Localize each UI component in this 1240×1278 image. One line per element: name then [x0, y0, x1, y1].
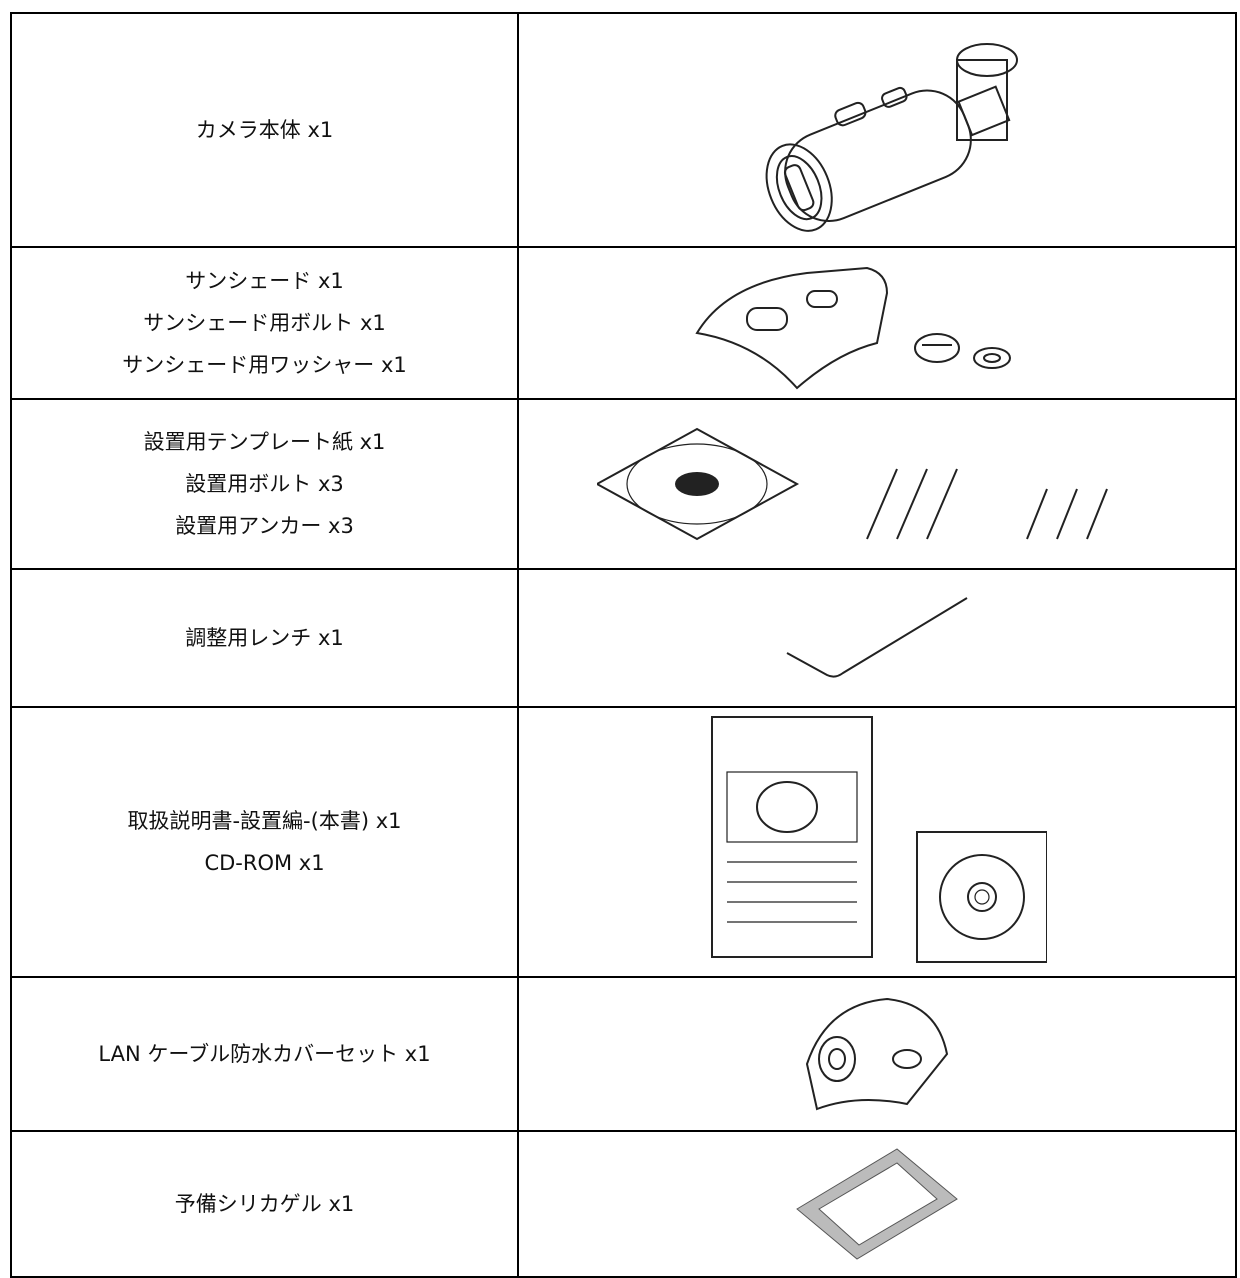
row: カメラ本体 x1 [10, 12, 1237, 248]
item-cell: サンシェード x1 サンシェード用ボルト x1 サンシェード用ワッシャー x1 [10, 246, 519, 400]
image-cell [517, 12, 1237, 248]
item-text: 設置用アンカー x3 [175, 514, 354, 538]
image-cell [517, 568, 1237, 708]
item-text: 設置用ボルト x3 [185, 472, 344, 496]
item-text: カメラ本体 x1 [195, 118, 334, 142]
item-text: LAN ケーブル防水カバーセット x1 [98, 1042, 431, 1066]
manual-cd-illustration [711, 716, 1047, 963]
sunshade-illustration [695, 266, 1011, 390]
row: 調整用レンチ x1 [10, 568, 1237, 708]
image-cell [517, 1130, 1237, 1278]
item-text: サンシェード用ワッシャー x1 [122, 353, 407, 377]
image-cell [517, 706, 1237, 978]
contents-table: カメラ本体 x1 サンシェード x1 サンシェード用ボルト x1 サンシェード用… [10, 12, 1237, 1278]
item-text: サンシェード用ボルト x1 [143, 311, 386, 335]
item-text: 設置用テンプレート紙 x1 [143, 430, 386, 454]
item-cell: 取扱説明書-設置編-(本書) x1 CD-ROM x1 [10, 706, 519, 978]
camera-illustration [765, 43, 1018, 232]
row: 設置用テンプレート紙 x1 設置用ボルト x3 設置用アンカー x3 [10, 398, 1237, 570]
row: LAN ケーブル防水カバーセット x1 [10, 976, 1237, 1132]
image-cell [517, 976, 1237, 1132]
silica-gel-illustration [796, 1148, 958, 1260]
item-text: 予備シリカゲル x1 [174, 1192, 355, 1216]
image-cell [517, 246, 1237, 400]
template-bolts-illustration [597, 427, 1108, 541]
wrench-illustration [786, 597, 968, 678]
cover-illustration [805, 997, 949, 1111]
item-cell: 調整用レンチ x1 [10, 568, 519, 708]
row: 取扱説明書-設置編-(本書) x1 CD-ROM x1 [10, 706, 1237, 978]
row: サンシェード x1 サンシェード用ボルト x1 サンシェード用ワッシャー x1 [10, 246, 1237, 400]
item-text: CD-ROM x1 [204, 851, 325, 875]
row: 予備シリカゲル x1 [10, 1130, 1237, 1278]
item-cell: 設置用テンプレート紙 x1 設置用ボルト x3 設置用アンカー x3 [10, 398, 519, 570]
item-cell: LAN ケーブル防水カバーセット x1 [10, 976, 519, 1132]
item-cell: 予備シリカゲル x1 [10, 1130, 519, 1278]
item-text: 取扱説明書-設置編-(本書) x1 [127, 809, 402, 833]
item-cell: カメラ本体 x1 [10, 12, 519, 248]
item-text: サンシェード x1 [185, 269, 344, 293]
image-cell [517, 398, 1237, 570]
item-text: 調整用レンチ x1 [185, 626, 344, 650]
